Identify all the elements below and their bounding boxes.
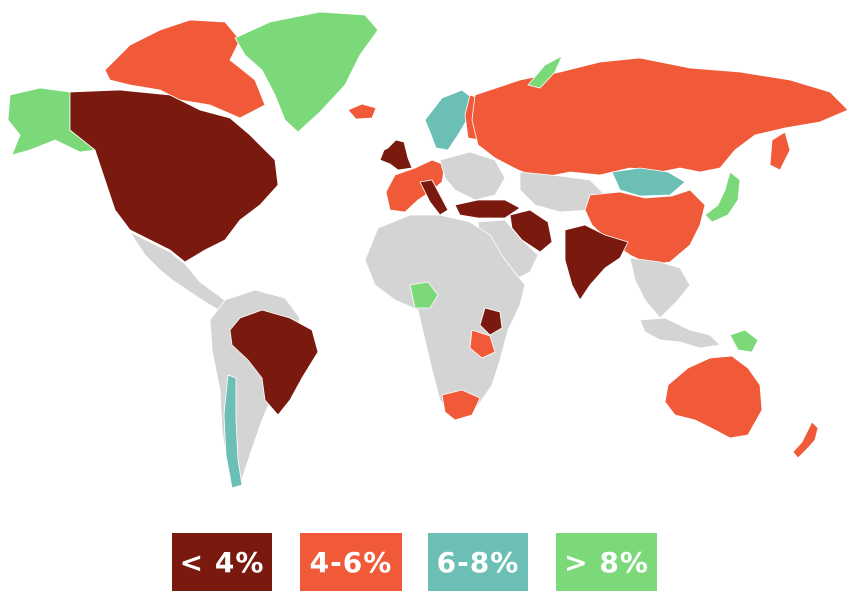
legend-item-below-4: < 4% bbox=[172, 533, 272, 591]
region-new-zealand bbox=[792, 421, 819, 459]
region-greenland bbox=[234, 11, 379, 133]
region-novaya-zemlya bbox=[527, 55, 563, 89]
region-canada-usa bbox=[69, 89, 279, 263]
region-nigeria bbox=[409, 281, 439, 309]
region-scandinavia bbox=[424, 89, 476, 151]
region-australia bbox=[664, 355, 763, 439]
region-india bbox=[564, 224, 629, 301]
region-africa bbox=[364, 214, 526, 421]
legend-item-6-8: 6-8% bbox=[428, 533, 528, 591]
region-alaska bbox=[7, 87, 96, 156]
region-tanzania bbox=[469, 329, 496, 359]
world-map bbox=[7, 11, 849, 489]
legend-item-above-8: > 8% bbox=[556, 533, 657, 591]
region-kenya bbox=[479, 307, 503, 336]
legend-label: > 8% bbox=[564, 545, 649, 579]
region-kamchatka bbox=[769, 131, 791, 171]
region-indonesia bbox=[639, 317, 721, 349]
region-central-europe bbox=[439, 151, 506, 201]
region-chile bbox=[223, 374, 243, 489]
region-mongolia bbox=[611, 167, 686, 197]
region-papua-new-guinea bbox=[729, 329, 759, 353]
region-china bbox=[584, 189, 706, 266]
legend-label: 6-8% bbox=[436, 545, 520, 579]
region-brazil bbox=[229, 309, 319, 416]
legend-item-4-6: 4-6% bbox=[300, 533, 402, 591]
region-italy bbox=[419, 179, 449, 216]
region-turkey bbox=[454, 199, 521, 219]
region-japan bbox=[704, 171, 741, 223]
region-uk-ireland bbox=[379, 139, 413, 171]
region-southeast-asia bbox=[629, 257, 691, 319]
region-iceland bbox=[347, 103, 377, 120]
legend-label: < 4% bbox=[179, 545, 265, 579]
region-south-africa bbox=[441, 389, 481, 421]
legend: < 4% 4-6% 6-8% > 8% bbox=[0, 533, 860, 593]
legend-label: 4-6% bbox=[309, 545, 393, 579]
region-canadian-arctic bbox=[104, 19, 266, 119]
region-russia bbox=[471, 57, 849, 179]
